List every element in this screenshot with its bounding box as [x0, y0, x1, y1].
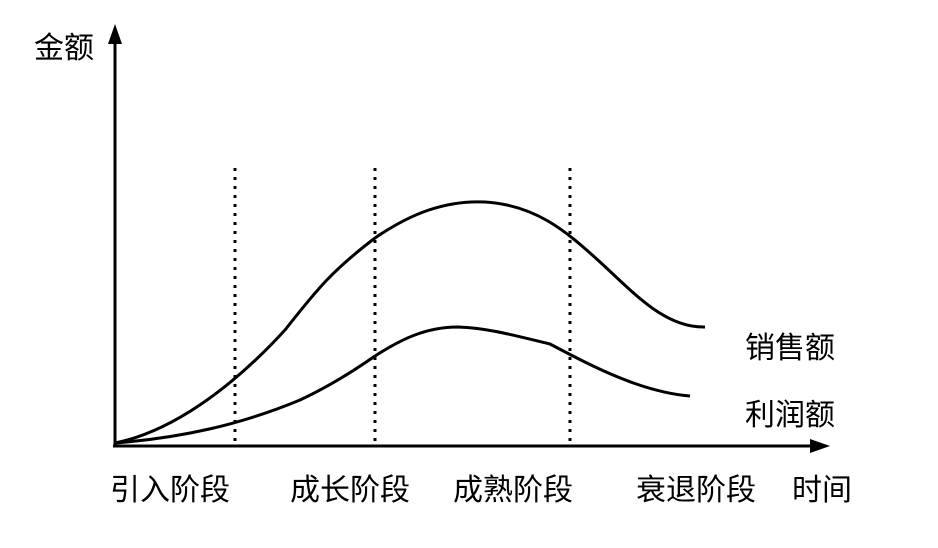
stage-label-decline: 衰退阶段: [636, 473, 756, 508]
profit-curve: [114, 325, 691, 445]
stage-label-maturity: 成熟阶段: [453, 473, 573, 508]
x-axis-label: 时间: [792, 473, 852, 508]
x-axis-arrow: [810, 439, 830, 453]
sales-curve: [114, 200, 706, 445]
stage-label-growth: 成长阶段: [290, 473, 410, 508]
stage-label-intro: 引入阶段: [110, 473, 230, 508]
profit-series-label: 利润额: [745, 398, 835, 433]
y-axis-arrow: [108, 24, 122, 44]
y-axis-label: 金额: [34, 31, 94, 66]
sales-series-label: 销售额: [745, 331, 835, 366]
